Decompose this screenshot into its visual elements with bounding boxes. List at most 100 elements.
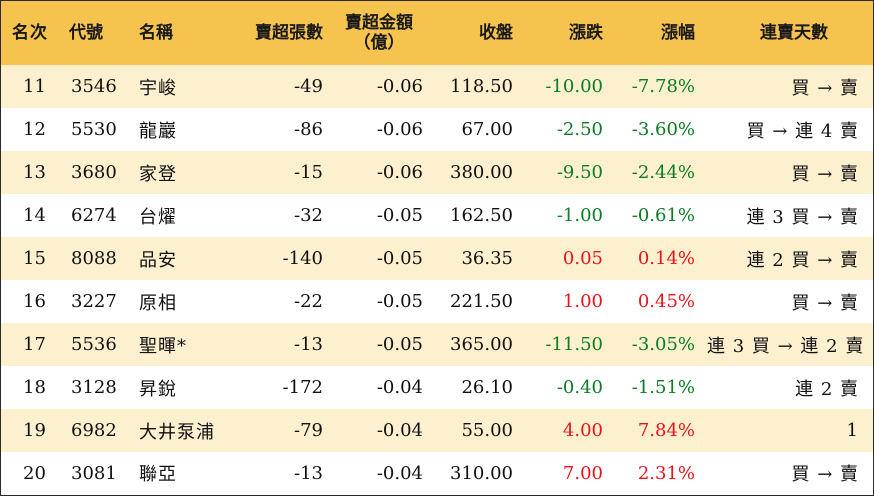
cell-change: -1.00: [556, 205, 603, 226]
cell-net-sell-lots: -49: [294, 76, 323, 97]
cell-name: 宇峻: [139, 77, 177, 99]
cell-net-sell-lots: -15: [294, 162, 323, 183]
cell-code: 5530: [71, 119, 117, 140]
cell-streak: 買 → 賣: [791, 464, 859, 485]
cell-streak: 買 → 賣: [791, 163, 859, 185]
cell-change-pct: -3.60%: [631, 119, 695, 140]
cell-net-sell-amount: -0.05: [376, 248, 423, 269]
header-net-sell-amount-line2: （億）: [353, 33, 405, 53]
cell-change: -0.40: [556, 377, 603, 398]
cell-streak: 連 2 買 → 賣: [746, 249, 859, 271]
table-row: 11 3546 宇峻 -49 -0.06 118.50 -10.00 -7.78…: [1, 65, 873, 108]
cell-name: 聯亞: [139, 464, 177, 485]
cell-name: 昇銳: [139, 378, 177, 400]
header-close: 收盤: [479, 23, 513, 43]
cell-code: 6274: [71, 205, 117, 226]
cell-name: 龍巖: [139, 120, 177, 142]
header-change: 漲跌: [569, 23, 603, 43]
cell-rank: 18: [23, 377, 46, 398]
cell-streak: 連 2 賣: [795, 378, 859, 400]
cell-change: 7.00: [562, 462, 603, 484]
header-net-sell-amount-line1: 賣超金額: [345, 13, 413, 33]
cell-change: -11.50: [545, 334, 603, 355]
cell-change-pct: 7.84%: [637, 420, 695, 441]
cell-close: 380.00: [450, 162, 513, 183]
cell-code: 3546: [71, 76, 117, 97]
cell-close: 221.50: [450, 291, 513, 312]
cell-code: 3081: [71, 462, 117, 484]
table-row: 19 6982 大井泵浦 -79 -0.04 55.00 4.00 7.84% …: [1, 409, 873, 452]
cell-rank: 19: [23, 420, 46, 441]
cell-close: 26.10: [461, 377, 513, 398]
cell-change: 4.00: [562, 420, 603, 441]
cell-name: 原相: [139, 292, 177, 314]
header-net-sell-amount: 賣超金額 （億）: [329, 1, 429, 65]
cell-net-sell-amount: -0.04: [376, 377, 423, 398]
cell-net-sell-amount: -0.05: [376, 291, 423, 312]
header-name: 名稱: [139, 23, 173, 43]
cell-close: 365.00: [450, 334, 513, 355]
cell-change-pct: 0.45%: [637, 291, 695, 312]
cell-change-pct: -2.44%: [631, 162, 695, 183]
cell-streak: 買 → 賣: [791, 292, 859, 314]
cell-change: 0.05: [562, 248, 603, 269]
cell-close: 310.00: [450, 462, 513, 484]
table-row: 12 5530 龍巖 -86 -0.06 67.00 -2.50 -3.60% …: [1, 108, 873, 151]
table-row: 13 3680 家登 -15 -0.06 380.00 -9.50 -2.44%…: [1, 151, 873, 194]
cell-net-sell-amount: -0.04: [376, 420, 423, 441]
cell-change-pct: 0.14%: [637, 248, 695, 269]
cell-change: 1.00: [562, 291, 603, 312]
cell-rank: 11: [23, 76, 46, 97]
table-row: 20 3081 聯亞 -13 -0.04 310.00 7.00 2.31% 買…: [1, 452, 873, 494]
cell-rank: 12: [23, 119, 46, 140]
cell-net-sell-lots: -140: [282, 248, 323, 269]
cell-code: 6982: [71, 420, 117, 441]
cell-net-sell-lots: -172: [282, 377, 323, 398]
header-code: 代號: [69, 23, 103, 43]
cell-change-pct: -0.61%: [631, 205, 695, 226]
table-header-row: 名次 代號 名稱 賣超張數 賣超金額 （億） 收盤 漲跌 漲幅 連賣天數: [1, 1, 873, 65]
cell-code: 8088: [71, 248, 117, 269]
cell-net-sell-amount: -0.04: [376, 462, 423, 484]
cell-net-sell-lots: -13: [294, 462, 323, 484]
cell-streak: 1: [846, 420, 859, 441]
cell-change-pct: -1.51%: [631, 377, 695, 398]
header-streak: 連賣天數: [760, 23, 828, 43]
cell-change: -9.50: [556, 162, 603, 183]
cell-net-sell-lots: -22: [294, 291, 323, 312]
cell-name: 家登: [139, 163, 177, 185]
cell-name: 聖暉*: [139, 335, 187, 357]
cell-code: 3227: [71, 291, 117, 312]
table-row: 17 5536 聖暉* -13 -0.05 365.00 -11.50 -3.0…: [1, 323, 873, 366]
cell-net-sell-lots: -32: [294, 205, 323, 226]
cell-code: 3680: [71, 162, 117, 183]
cell-name: 台燿: [139, 206, 177, 228]
cell-close: 36.35: [461, 248, 513, 269]
cell-change: -2.50: [556, 119, 603, 140]
header-net-sell-lots: 賣超張數: [255, 23, 323, 43]
cell-close: 55.00: [461, 420, 513, 441]
cell-net-sell-amount: -0.05: [376, 205, 423, 226]
table-row: 16 3227 原相 -22 -0.05 221.50 1.00 0.45% 買…: [1, 280, 873, 323]
cell-close: 118.50: [450, 76, 513, 97]
cell-net-sell-amount: -0.06: [376, 119, 423, 140]
cell-change-pct: -7.78%: [631, 76, 695, 97]
cell-net-sell-amount: -0.06: [376, 76, 423, 97]
cell-streak: 買 → 賣: [791, 77, 859, 99]
cell-net-sell-amount: -0.05: [376, 334, 423, 355]
cell-code: 3128: [71, 377, 117, 398]
table-row: 18 3128 昇銳 -172 -0.04 26.10 -0.40 -1.51%…: [1, 366, 873, 409]
cell-net-sell-amount: -0.06: [376, 162, 423, 183]
cell-code: 5536: [71, 334, 117, 355]
cell-rank: 14: [23, 205, 46, 226]
cell-net-sell-lots: -86: [294, 119, 323, 140]
cell-rank: 15: [23, 248, 46, 269]
cell-change-pct: 2.31%: [637, 462, 695, 484]
cell-close: 67.00: [461, 119, 513, 140]
header-rank: 名次: [12, 23, 48, 43]
cell-rank: 20: [23, 462, 46, 484]
cell-close: 162.50: [450, 205, 513, 226]
cell-change-pct: -3.05%: [631, 334, 695, 355]
